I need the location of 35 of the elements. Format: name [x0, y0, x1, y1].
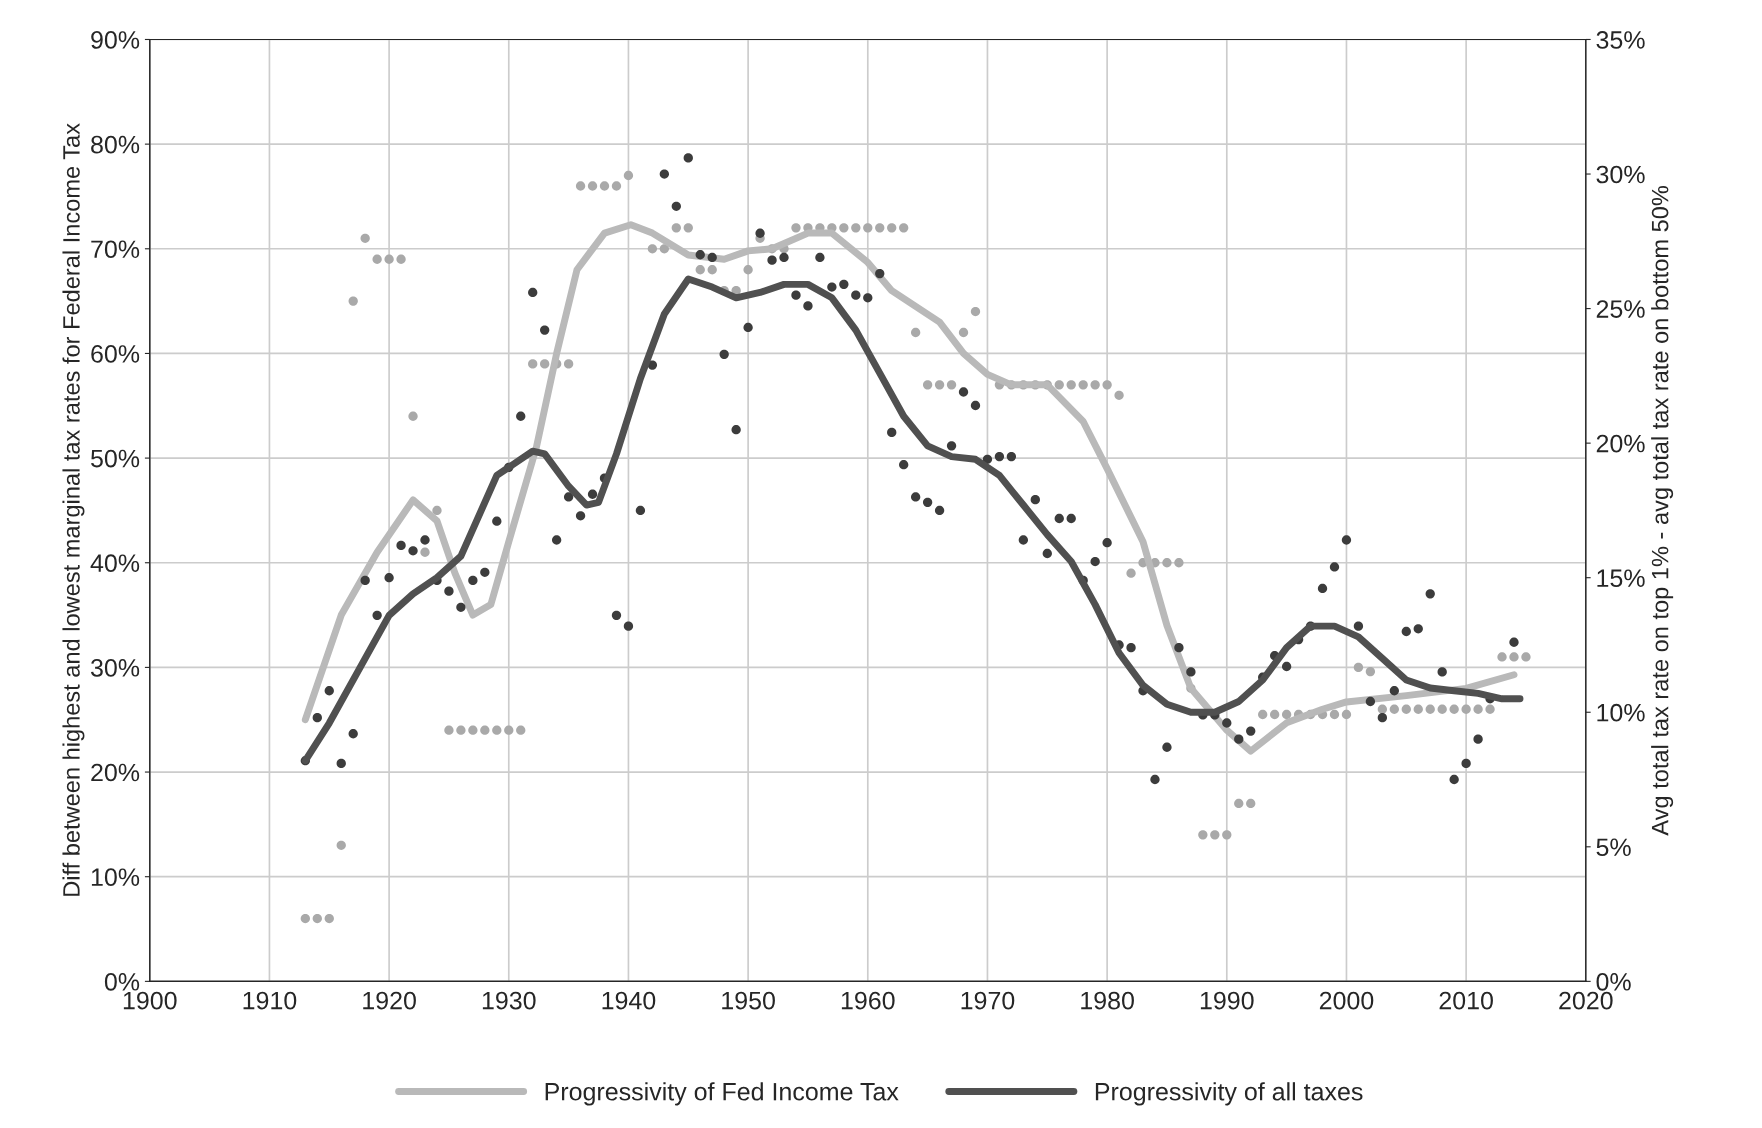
- y-tick-label: 10%: [91, 868, 140, 887]
- y-tick-label: 20%: [91, 763, 140, 782]
- y2-tick-label: 35%: [1596, 31, 1645, 49]
- y2-tick-label: 25%: [1596, 300, 1645, 318]
- y-axis-title: Diff between highest and lowest marginal tax rates for Federal Income Tax: [62, 123, 85, 896]
- y-tick-label: 50%: [91, 449, 140, 468]
- x-tick-label: 1940: [602, 991, 656, 1010]
- y2-tick-label: 15%: [1597, 569, 1645, 587]
- y2-tick-label: 5%: [1596, 838, 1631, 857]
- legend-label: Progressivity of all taxes: [1095, 1082, 1363, 1106]
- x-tick-label: 1920: [363, 991, 416, 1010]
- x-tick-label: 1970: [961, 991, 1015, 1010]
- x-tick-label: 2010: [1439, 991, 1493, 1010]
- x-tick-label: 1990: [1200, 991, 1254, 1010]
- y2-tick-label: 20%: [1596, 434, 1645, 453]
- x-tick-label: 1950: [722, 991, 775, 1010]
- x-tick-label: 1910: [243, 991, 297, 1010]
- y2-tick-label: 10%: [1597, 703, 1645, 722]
- y-tick-label: 40%: [90, 554, 140, 573]
- x-tick-label: 1900: [123, 991, 177, 1010]
- y2-axis-title: Avg total tax rate on top 1% - avg total tax rate on bottom 50%: [1651, 185, 1674, 836]
- legend-label: Progressivity of Fed Income Tax: [545, 1082, 899, 1106]
- y-tick-label: 0%: [104, 972, 140, 991]
- x-tick-label: 2020: [1559, 991, 1613, 1010]
- y-tick-label: 60%: [91, 345, 140, 363]
- x-tick-label: 1930: [482, 991, 536, 1010]
- y2-tick-label: 0%: [1596, 972, 1631, 991]
- x-tick-label: 2000: [1319, 991, 1374, 1010]
- y2-tick-label: 30%: [1596, 165, 1645, 184]
- y-tick-label: 80%: [91, 135, 140, 154]
- y-tick-label: 30%: [90, 659, 140, 677]
- x-tick-label: 1960: [841, 991, 895, 1010]
- x-tick-label: 1980: [1081, 991, 1134, 1010]
- y-tick-label: 70%: [91, 240, 140, 259]
- y-tick-label: 90%: [91, 31, 140, 49]
